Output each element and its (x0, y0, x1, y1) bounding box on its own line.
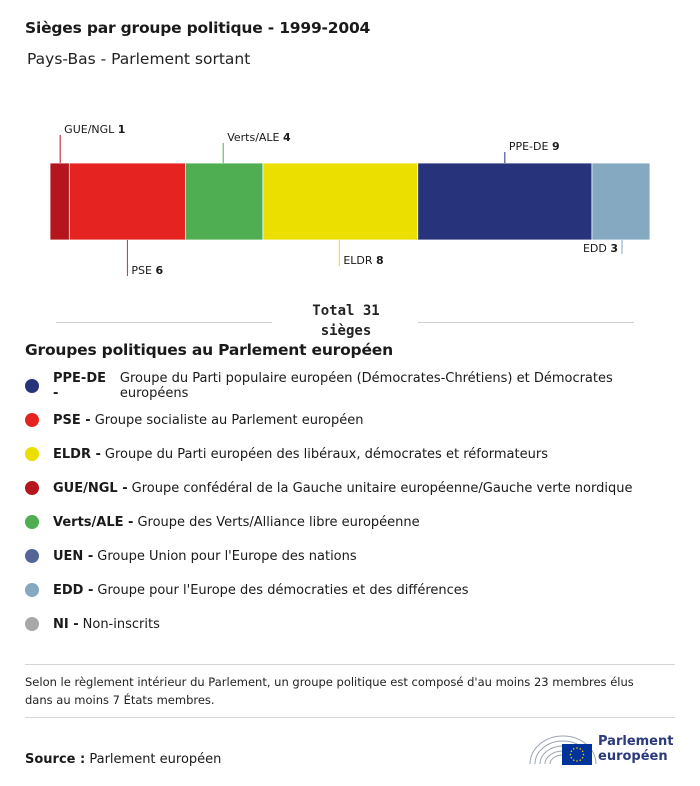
legend: PPE-DE - Groupe du Parti populaire europé… (25, 369, 685, 641)
legend-text: Groupe des Verts/Alliance libre européen… (137, 514, 420, 530)
legend-text: Groupe socialiste au Parlement européen (94, 412, 364, 428)
chart-title: Sièges par groupe politique - 1999-2004 (25, 19, 371, 37)
legend-abbr: UEN - (53, 548, 94, 564)
bar-segment-pse (68, 162, 186, 241)
legend-item: PPE-DE - Groupe du Parti populaire europé… (25, 369, 685, 403)
legend-item: NI - Non-inscrits (25, 607, 685, 641)
segment-label-eldr: ELDR 8 (343, 254, 383, 267)
legend-text: Groupe pour l'Europe des démocraties et … (97, 582, 469, 598)
bar-segment-verts-ale (185, 162, 264, 241)
total-seats-line2: sièges (320, 323, 372, 339)
legend-swatch (25, 481, 39, 495)
bar-segment-eldr (262, 162, 419, 241)
bar-segment-gue-ngl (49, 162, 70, 241)
total-seats-label: Total 31 sièges (274, 301, 418, 341)
logo-line1: Parlement (598, 734, 674, 749)
legend-abbr: PPE-DE - (53, 371, 107, 401)
footnote: Selon le règlement intérieur du Parlemen… (25, 675, 634, 707)
legend-item: Verts/ALE - Groupe des Verts/Alliance lib… (25, 505, 685, 539)
source-value: Parlement européen (89, 752, 222, 767)
logo-line2: européen (598, 749, 668, 764)
divider-bottom (25, 717, 675, 718)
legend-swatch (25, 515, 39, 529)
legend-item: PSE - Groupe socialiste au Parlement euro… (25, 403, 685, 437)
legend-text: Groupe du Parti européen des libéraux, d… (104, 446, 548, 462)
legend-text: Groupe confédéral de la Gauche unitaire … (131, 480, 633, 496)
legend-abbr: Verts/ALE - (53, 514, 134, 530)
legend-title: Groupes politiques au Parlement européen (25, 341, 393, 359)
legend-swatch (25, 413, 39, 427)
legend-abbr: EDD - (53, 582, 94, 598)
bar-segment-ppe-de (417, 162, 593, 241)
legend-text: Groupe du Parti populaire européen (Démo… (119, 371, 613, 401)
logo-wordmark: Parlement européen (598, 734, 673, 764)
legend-swatch (25, 617, 39, 631)
legend-abbr: PSE - (53, 412, 91, 428)
legend-swatch (25, 379, 39, 393)
total-seats-line1: Total 31 (312, 303, 380, 319)
stacked-seat-bar-chart: GUE/NGL 1 PSE 6 Verts/ALE 4 ELDR 8 PPE-DE 9 E… (49, 123, 651, 277)
chart-subtitle: Pays-Bas - Parlement sortant (27, 50, 251, 68)
segment-label-verts-ale: Verts/ALE 4 (227, 131, 291, 144)
legend-item: ELDR - Groupe du Parti européen des libér… (25, 437, 685, 471)
legend-item: UEN - Groupe Union pour l'Europe des nati… (25, 539, 685, 573)
divider-top (25, 664, 675, 665)
source-label: Source : (25, 752, 86, 767)
legend-item: EDD - Groupe pour l'Europe des démocratie… (25, 573, 685, 607)
segment-label-gue-ngl: GUE/NGL 1 (64, 123, 125, 136)
legend-swatch (25, 549, 39, 563)
legend-text: Non-inscrits (82, 616, 160, 632)
bar-segment-edd (591, 162, 651, 241)
total-rule-left (56, 322, 272, 323)
segment-label-edd: EDD 3 (583, 242, 618, 255)
hemicycle-icon (529, 735, 597, 765)
legend-swatch (25, 583, 39, 597)
legend-abbr: GUE/NGL - (53, 480, 128, 496)
parlement-europeen-logo: Parlement européen (528, 728, 678, 768)
legend-text: Groupe Union pour l'Europe des nations (97, 548, 357, 564)
legend-item: GUE/NGL - Groupe confédéral de la Gauche … (25, 471, 685, 505)
legend-abbr: NI - (53, 616, 79, 632)
legend-abbr: ELDR - (53, 446, 101, 462)
legend-swatch (25, 447, 39, 461)
total-rule-right (418, 322, 634, 323)
segment-label-ppe-de: PPE-DE 9 (509, 140, 560, 153)
source-line: Source : Parlement européen (25, 752, 221, 767)
eu-flag-icon (562, 744, 592, 765)
segment-label-pse: PSE 6 (131, 264, 163, 277)
